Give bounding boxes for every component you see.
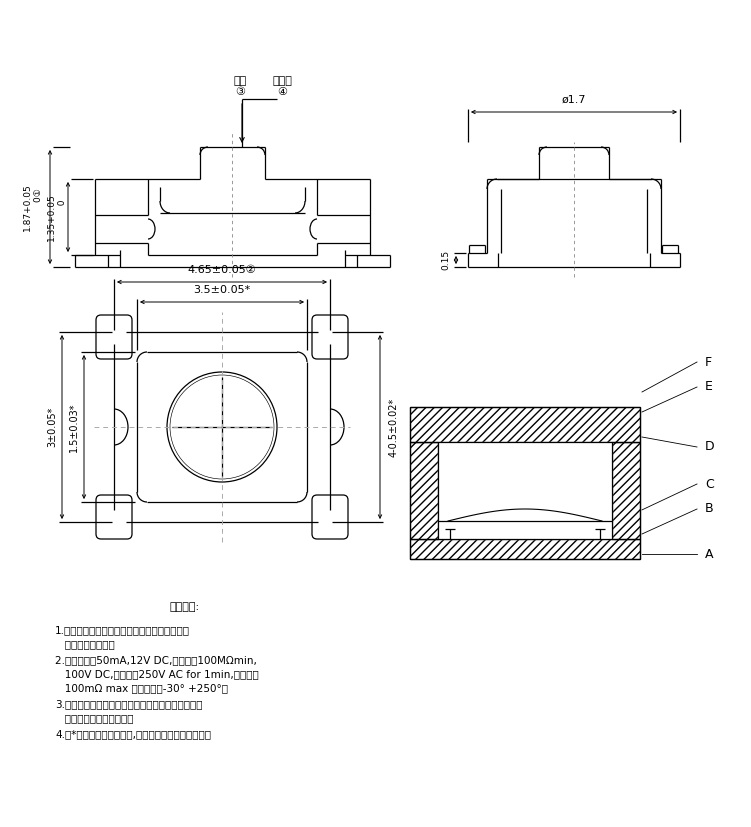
Text: 回弹力: 回弹力 (272, 76, 292, 86)
Text: 3±0.05*: 3±0.05* (47, 407, 57, 447)
Bar (410, 407, 640, 442)
Text: 0.15: 0.15 (442, 250, 451, 270)
Text: 4-0.5±0.02*: 4-0.5±0.02* (389, 398, 399, 457)
Text: ③: ③ (235, 87, 245, 97)
Text: D: D (705, 441, 715, 453)
Text: 1.35+0.05
          0: 1.35+0.05 0 (47, 194, 67, 241)
Text: 外力后，应能快速回位。: 外力后，应能快速回位。 (55, 713, 134, 723)
Text: 2.额定电流：50mA,12V DC,绝缘电阻100MΩmin,: 2.额定电流：50mA,12V DC,绝缘电阻100MΩmin, (55, 655, 257, 665)
Text: 技术要求:: 技术要求: (170, 602, 200, 612)
Text: 100V DC,介电强度250V AC for 1min,接触电阻: 100V DC,介电强度250V AC for 1min,接触电阻 (55, 669, 259, 679)
Text: ④: ④ (277, 87, 287, 97)
Text: C: C (705, 477, 713, 490)
FancyBboxPatch shape (96, 495, 132, 539)
FancyBboxPatch shape (96, 315, 132, 359)
Text: 3.开关手感明显，档位清晰可靠，无卡滞现象，消除: 3.开关手感明显，档位清晰可靠，无卡滞现象，消除 (55, 699, 203, 709)
Text: 100mΩ max ，操作温度-30° +250°。: 100mΩ max ，操作温度-30° +250°。 (55, 683, 228, 693)
Text: 1.87+0.05
        0①: 1.87+0.05 0① (23, 183, 43, 231)
Text: 4.带*尺寸为重点控制对象,序号标记尺寸为记录尺寸。: 4.带*尺寸为重点控制对象,序号标记尺寸为记录尺寸。 (55, 729, 211, 739)
Text: F: F (705, 356, 712, 369)
Bar (410, 442, 438, 539)
FancyBboxPatch shape (312, 495, 348, 539)
FancyBboxPatch shape (312, 315, 348, 359)
Text: 克力: 克力 (234, 76, 246, 86)
Text: 1.塑料件表面光洁无划伤，水花，变形，影响外: 1.塑料件表面光洁无划伤，水花，变形，影响外 (55, 625, 190, 635)
Text: B: B (705, 503, 713, 515)
Bar (612, 442, 640, 539)
Text: 4.65±0.05②: 4.65±0.05② (188, 265, 256, 275)
Text: 3.5±0.05*: 3.5±0.05* (193, 285, 251, 295)
Text: 1.5±0.03*: 1.5±0.03* (69, 402, 79, 452)
Text: ø1.7: ø1.7 (562, 95, 587, 105)
Text: 观及性能等缺陷。: 观及性能等缺陷。 (55, 639, 115, 649)
Text: E: E (705, 380, 713, 394)
Bar (438, 442, 612, 539)
Text: A: A (705, 547, 713, 561)
Bar (410, 539, 640, 559)
